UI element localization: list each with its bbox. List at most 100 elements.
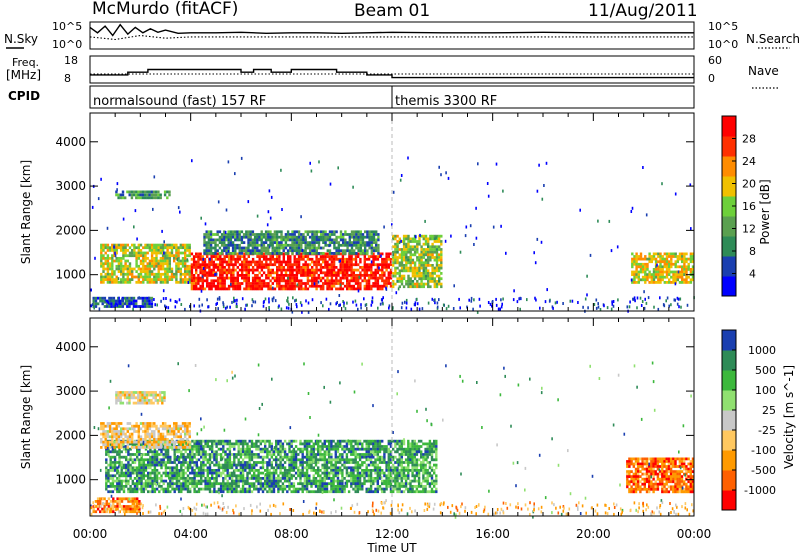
scatter-cell <box>374 279 377 283</box>
scatter-cell <box>205 243 208 247</box>
scatter-cell <box>235 439 238 443</box>
scatter-cell <box>238 243 241 247</box>
cpid-segments: normalsound (fast) 157 RF themis 3300 RF <box>93 86 497 109</box>
scatter-cell <box>332 469 335 472</box>
scatter-cell <box>184 267 187 271</box>
scatter-cell <box>104 278 107 281</box>
scatter-cell <box>248 461 251 464</box>
scatter-cell <box>355 235 358 239</box>
scatter-cell <box>164 455 168 459</box>
scatter-cell <box>257 477 260 480</box>
scatter-cell <box>232 268 235 272</box>
scatter-cell <box>177 487 181 491</box>
scatter-cell <box>241 458 245 462</box>
scatter-cell <box>637 255 640 258</box>
scatter-cell <box>173 259 176 263</box>
scatter-cell <box>122 251 125 255</box>
scatter-cell <box>407 274 410 278</box>
scatter-cell <box>325 463 329 467</box>
scatter-cell <box>331 230 334 234</box>
scatter-cell <box>191 439 194 443</box>
scatter-cell <box>334 487 337 491</box>
scatter-cell <box>300 249 303 253</box>
scatter-cell <box>363 263 366 267</box>
ground-point <box>287 300 289 304</box>
scatter-cell <box>269 274 272 277</box>
scatter-cell <box>378 274 382 277</box>
scatter-cell <box>328 445 331 448</box>
scatter-cell <box>374 282 377 285</box>
scatter-cell <box>350 249 354 253</box>
scatter-cell <box>267 274 270 277</box>
scatter-cell <box>266 469 269 472</box>
scatter-cell <box>221 284 224 288</box>
scatter-cell <box>398 274 401 278</box>
scatter-cell <box>306 233 310 236</box>
scatter-cell <box>216 282 220 285</box>
scatter-cell <box>256 252 259 255</box>
scatter-cell <box>394 237 397 241</box>
scatter-cell <box>111 461 115 464</box>
scatter-cell <box>359 233 362 236</box>
scatter-cell <box>186 455 190 459</box>
scatter-cell <box>180 477 183 480</box>
scatter-cell <box>175 466 179 470</box>
scatter-cell <box>368 233 371 236</box>
scatter-cell <box>280 246 283 250</box>
scatter-cell <box>117 193 120 197</box>
scatter-cell <box>282 279 285 283</box>
scatter-cell <box>253 233 257 236</box>
scatter-cell <box>271 235 274 239</box>
scatter-cell <box>255 487 258 491</box>
scatter-cell <box>203 287 207 291</box>
scatter-cell <box>180 453 183 456</box>
scatter-cell <box>177 490 181 494</box>
scatter-cell <box>175 280 178 284</box>
scatter-cell <box>440 264 443 267</box>
scatter-cell <box>665 281 669 284</box>
scatter-cell <box>291 246 294 250</box>
scatter-cell <box>374 276 377 280</box>
scatter-cell <box>142 453 145 456</box>
scatter-cell <box>424 261 428 265</box>
scatter-cell <box>279 479 282 483</box>
scatter-cell <box>242 249 246 253</box>
scatter-cell <box>201 282 204 285</box>
scatter-cell <box>211 450 214 454</box>
scatter-cell <box>126 190 129 194</box>
scatter-cell <box>182 458 185 462</box>
scatter-cell <box>251 249 255 253</box>
scatter-cell <box>672 262 675 266</box>
scatter-cell <box>328 466 331 470</box>
scatter-cell <box>383 266 386 269</box>
scatter-cell <box>128 272 132 276</box>
scatter-cell <box>644 270 647 274</box>
scatter-cell <box>292 487 296 491</box>
scatter-cell <box>166 474 170 478</box>
ground-point <box>653 305 655 309</box>
scatter-cell <box>113 479 117 483</box>
scatter-cell <box>324 243 327 247</box>
scatter-cell <box>203 235 206 239</box>
scatter-cell <box>150 243 154 247</box>
scatter-patch-4 <box>631 252 695 284</box>
scatter-cell <box>377 233 380 236</box>
scatter-cell <box>136 466 139 470</box>
scatter-cell <box>306 257 310 261</box>
scatter-cell <box>405 242 408 246</box>
scatter-cell <box>308 235 312 239</box>
scatter-cell <box>418 237 421 241</box>
scatter-cell <box>357 255 360 258</box>
scatter-cell <box>188 264 191 268</box>
scatter-cell <box>236 260 239 264</box>
scatter-cell <box>337 282 340 285</box>
scatter-cell <box>261 458 265 462</box>
scatter-cell <box>222 447 225 451</box>
scatter-cell <box>400 280 404 283</box>
scatter-point <box>477 162 479 166</box>
scatter-cell <box>293 255 296 258</box>
scatter-cell <box>164 267 167 271</box>
scatter-cell <box>258 255 261 258</box>
scatter-cell <box>652 275 656 279</box>
scatter-cell <box>631 262 634 266</box>
